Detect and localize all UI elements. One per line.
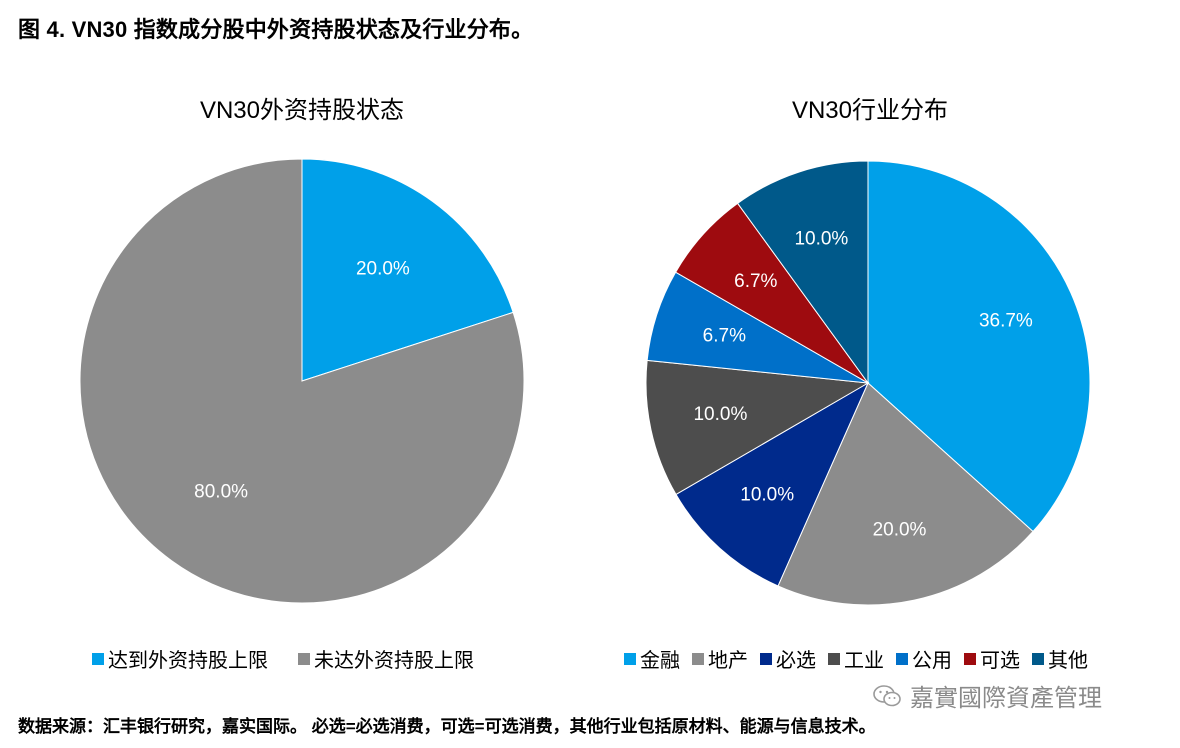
legend-swatch: [896, 652, 908, 665]
legend-item-1-3: 工业: [828, 644, 884, 673]
pie-slice-0-1: [79, 158, 525, 604]
pie-slice-1-1: [777, 382, 1034, 606]
legend-swatch: [760, 652, 772, 665]
legend-label: 公用: [912, 650, 952, 672]
legend-item-0-1: 未达外资持股上限: [298, 644, 474, 673]
watermark: 嘉實國際資產管理: [872, 678, 1102, 713]
legend-swatch: [692, 652, 704, 665]
legend-label: 未达外资持股上限: [314, 650, 474, 672]
legend-swatch: [828, 652, 840, 665]
chart-title-foreign-holding: VN30外资持股状态: [199, 97, 405, 124]
legend-label: 工业: [844, 650, 884, 672]
data-label-1-2: 10.0%: [740, 484, 794, 505]
data-label-0-0: 20.0%: [356, 259, 410, 280]
legend-industry: 金融 地产 必选 工业 公用 可选 其他: [624, 644, 1088, 673]
pie-slice-1-0: [867, 160, 1091, 533]
legend-label: 必选: [776, 650, 816, 672]
legend-label: 地产: [708, 650, 748, 672]
pie-slice-0-0: [301, 158, 514, 382]
data-label-1-4: 6.7%: [703, 326, 746, 347]
data-label-1-6: 10.0%: [794, 228, 848, 249]
figure-title: 图 4. VN30 指数成分股中外资持股状态及行业分布。: [18, 17, 534, 42]
data-label-1-5: 6.7%: [734, 271, 777, 292]
legend-item-0-0: 达到外资持股上限: [92, 644, 268, 673]
pie-slice-1-6: [736, 160, 869, 385]
data-label-1-0: 36.7%: [979, 311, 1033, 332]
wechat-icon: [873, 684, 901, 706]
data-label-1-1: 20.0%: [873, 520, 927, 541]
data-label-1-3: 10.0%: [693, 404, 747, 425]
watermark-text: 嘉實國際資產管理: [910, 685, 1102, 712]
legend-label: 达到外资持股上限: [108, 650, 268, 672]
pie-slice-1-2: [675, 381, 870, 587]
legend-swatch: [298, 652, 310, 665]
legend-item-1-1: 地产: [692, 644, 748, 673]
source-note: 数据来源：汇丰银行研究，嘉实国际。 必选=必选消费，可选=可选消费，其他行业包括…: [18, 717, 876, 736]
data-label-0-1: 80.0%: [194, 481, 248, 502]
legend-label: 可选: [980, 650, 1020, 672]
legend-item-1-2: 必选: [760, 644, 816, 673]
legend-swatch: [624, 652, 636, 665]
legend-swatch: [92, 652, 104, 665]
legend-label: 其他: [1048, 650, 1088, 672]
pie-slice-1-3: [645, 359, 870, 496]
legend-swatch: [964, 652, 976, 665]
legend-swatch: [1032, 652, 1044, 665]
legend-item-1-6: 其他: [1032, 644, 1088, 673]
legend-label: 金融: [640, 650, 680, 672]
legend-item-1-5: 可选: [964, 644, 1020, 673]
legend-item-1-0: 金融: [624, 644, 680, 673]
chart-title-industry: VN30行业分布: [791, 97, 949, 124]
legend-foreign-holding: 达到外资持股上限 未达外资持股上限: [92, 644, 474, 673]
legend-item-1-4: 公用: [896, 644, 952, 673]
